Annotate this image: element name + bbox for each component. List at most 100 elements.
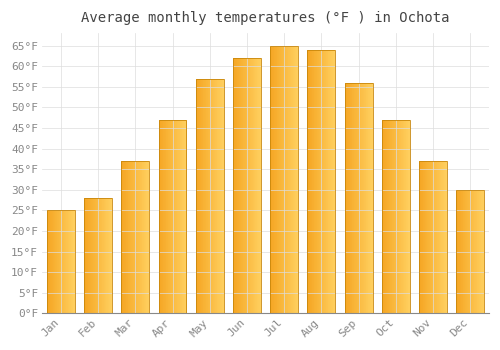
Bar [164,120,165,313]
Bar [468,190,469,313]
Bar [317,50,318,313]
Bar [197,78,198,313]
Bar [366,83,367,313]
Bar [200,78,201,313]
Bar [180,120,181,313]
Bar [142,161,143,313]
Bar [309,50,310,313]
Bar [103,198,104,313]
Bar [369,83,370,313]
Bar [284,46,285,313]
Bar [98,198,99,313]
Bar [312,50,313,313]
Bar [52,210,54,313]
Bar [214,78,216,313]
Bar [420,161,422,313]
Bar [124,161,125,313]
Bar [429,161,430,313]
Bar [397,120,398,313]
Bar [84,198,112,313]
Bar [406,120,407,313]
Bar [222,78,223,313]
Bar [219,78,220,313]
Bar [174,120,176,313]
Bar [280,46,281,313]
Bar [476,190,478,313]
Bar [402,120,403,313]
Bar [419,161,420,313]
Bar [353,83,354,313]
Bar [50,210,51,313]
Bar [158,120,160,313]
Bar [130,161,131,313]
Bar [123,161,124,313]
Bar [371,83,372,313]
Bar [332,50,334,313]
Bar [358,83,360,313]
Bar [198,78,200,313]
Bar [440,161,442,313]
Bar [350,83,351,313]
Bar [234,58,235,313]
Bar [392,120,393,313]
Bar [54,210,56,313]
Bar [391,120,392,313]
Bar [145,161,146,313]
Bar [344,83,346,313]
Bar [467,190,468,313]
Bar [213,78,214,313]
Bar [287,46,288,313]
Bar [129,161,130,313]
Bar [382,120,384,313]
Bar [105,198,106,313]
Bar [316,50,318,313]
Bar [65,210,66,313]
Bar [347,83,348,313]
Bar [323,50,324,313]
Bar [237,58,238,313]
Bar [396,120,398,313]
Bar [291,46,292,313]
Bar [389,120,390,313]
Bar [460,190,462,313]
Bar [363,83,364,313]
Bar [270,46,271,313]
Bar [387,120,388,313]
Bar [470,190,471,313]
Bar [419,161,447,313]
Bar [179,120,180,313]
Bar [314,50,315,313]
Bar [49,210,50,313]
Bar [294,46,296,313]
Bar [60,210,61,313]
Bar [132,161,134,313]
Bar [474,190,475,313]
Bar [478,190,480,313]
Bar [285,46,286,313]
Bar [432,161,433,313]
Bar [93,198,94,313]
Bar [352,83,353,313]
Bar [141,161,142,313]
Bar [437,161,438,313]
Bar [384,120,385,313]
Bar [216,78,217,313]
Bar [421,161,422,313]
Bar [221,78,222,313]
Bar [430,161,431,313]
Bar [206,78,207,313]
Bar [167,120,168,313]
Bar [400,120,402,313]
Bar [328,50,329,313]
Bar [400,120,401,313]
Bar [275,46,276,313]
Bar [205,78,206,313]
Bar [469,190,470,313]
Bar [480,190,482,313]
Bar [104,198,105,313]
Bar [405,120,406,313]
Bar [185,120,186,313]
Bar [403,120,404,313]
Bar [456,190,484,313]
Bar [147,161,148,313]
